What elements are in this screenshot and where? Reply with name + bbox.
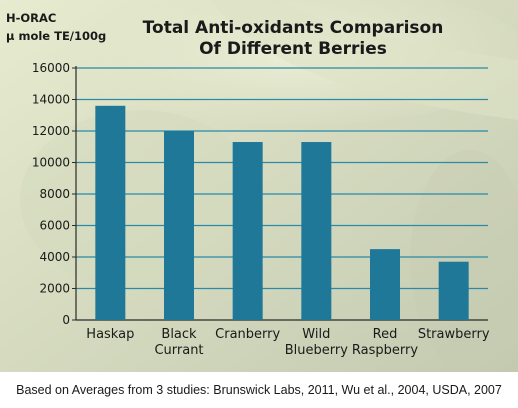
x-category-label: Currant (154, 343, 203, 358)
x-category-label: Black (161, 327, 197, 342)
bar-red-raspberry (370, 249, 400, 320)
y-tick-labels: 0 2000 4000 6000 8000 10000 12000 14000 16000 (32, 61, 70, 327)
bar-black-currant (164, 131, 194, 320)
x-category-label: Strawberry (418, 327, 490, 342)
bar-haskap (95, 105, 126, 320)
y-tick-label: 16000 (32, 61, 70, 75)
chart-title-line-1: Total Anti-oxidants Comparison (143, 18, 444, 38)
bar-wild-blueberry (301, 142, 332, 320)
x-category-label: Red (373, 327, 398, 342)
x-category-label: Raspberry (352, 343, 418, 358)
x-category-label: Blueberry (285, 343, 348, 358)
y-tick-label: 8000 (39, 187, 70, 201)
footnote-text: Based on Averages from 3 studies: Brunsw… (16, 383, 502, 397)
x-category-label: Wild (302, 327, 330, 342)
y-tick-label: 4000 (39, 250, 70, 264)
y-tick-label: 6000 (39, 219, 70, 233)
bars (95, 105, 469, 320)
axes (75, 66, 488, 321)
x-category-label: Cranberry (215, 327, 280, 342)
x-category-label: Haskap (86, 327, 134, 342)
footnote: Based on Averages from 3 studies: Brunsw… (16, 383, 502, 397)
bar-cranberry (232, 142, 263, 320)
background-photo (0, 0, 518, 372)
y-tick-label: 2000 (39, 282, 70, 296)
bar-strawberry (438, 261, 469, 320)
gridlines (72, 67, 488, 321)
chart-title-line-2: Of Different Berries (199, 39, 387, 59)
y-tick-label: 14000 (32, 93, 70, 107)
y-axis-unit-line-2: µ mole TE/100g (6, 29, 106, 43)
y-tick-label: 12000 (32, 124, 70, 138)
y-tick-label: 0 (62, 313, 70, 327)
y-tick-label: 10000 (32, 156, 70, 170)
y-axis-unit-line-1: H-ORAC (6, 11, 56, 25)
